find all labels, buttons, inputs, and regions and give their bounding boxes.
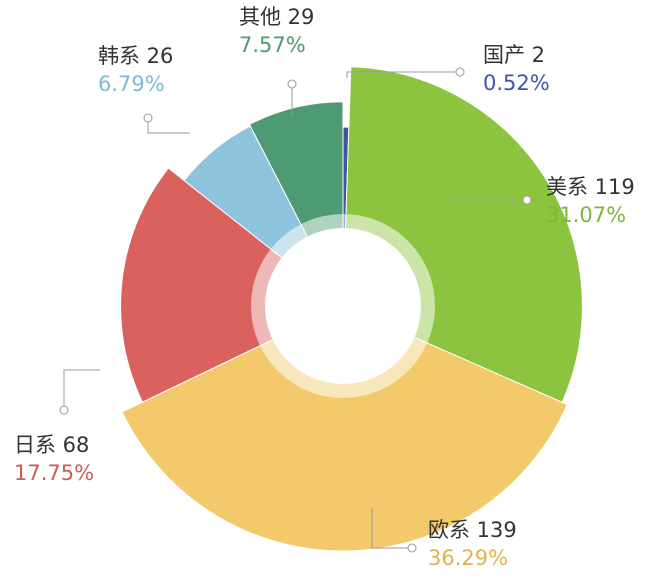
leader-lines-group — [59, 67, 532, 553]
percent-american: 31.07% — [546, 203, 626, 227]
label-korean: 韩系 26 — [98, 44, 173, 68]
label-domestic: 国产 2 — [483, 43, 545, 67]
label-japanese: 日系 68 — [14, 433, 89, 457]
percent-domestic: 0.52% — [483, 71, 550, 95]
leader-line-domestic — [346, 71, 460, 78]
labels-group: 国产 2 0.52% 美系 119 31.07% 欧系 139 36.29% 日系 68 17… — [14, 5, 635, 570]
leader-dot-american — [522, 195, 532, 205]
label-other: 其他 29 — [239, 5, 314, 29]
leader-dot-european — [407, 543, 417, 553]
leader-dot-japanese — [59, 405, 69, 415]
percent-european: 36.29% — [428, 546, 508, 570]
percent-other: 7.57% — [239, 33, 306, 57]
label-american: 美系 119 — [546, 175, 635, 199]
leader-line-japanese — [63, 369, 100, 410]
leader-line-korean — [147, 118, 190, 134]
slices-group — [120, 66, 583, 552]
leader-dot-domestic — [455, 67, 465, 77]
donut-hole — [265, 228, 421, 384]
percent-japanese: 17.75% — [14, 461, 94, 485]
leader-dot-korean — [143, 113, 153, 123]
label-european: 欧系 139 — [428, 518, 517, 542]
percent-korean: 6.79% — [98, 72, 165, 96]
leader-line-european — [371, 508, 412, 549]
leader-dot-other — [287, 79, 297, 89]
